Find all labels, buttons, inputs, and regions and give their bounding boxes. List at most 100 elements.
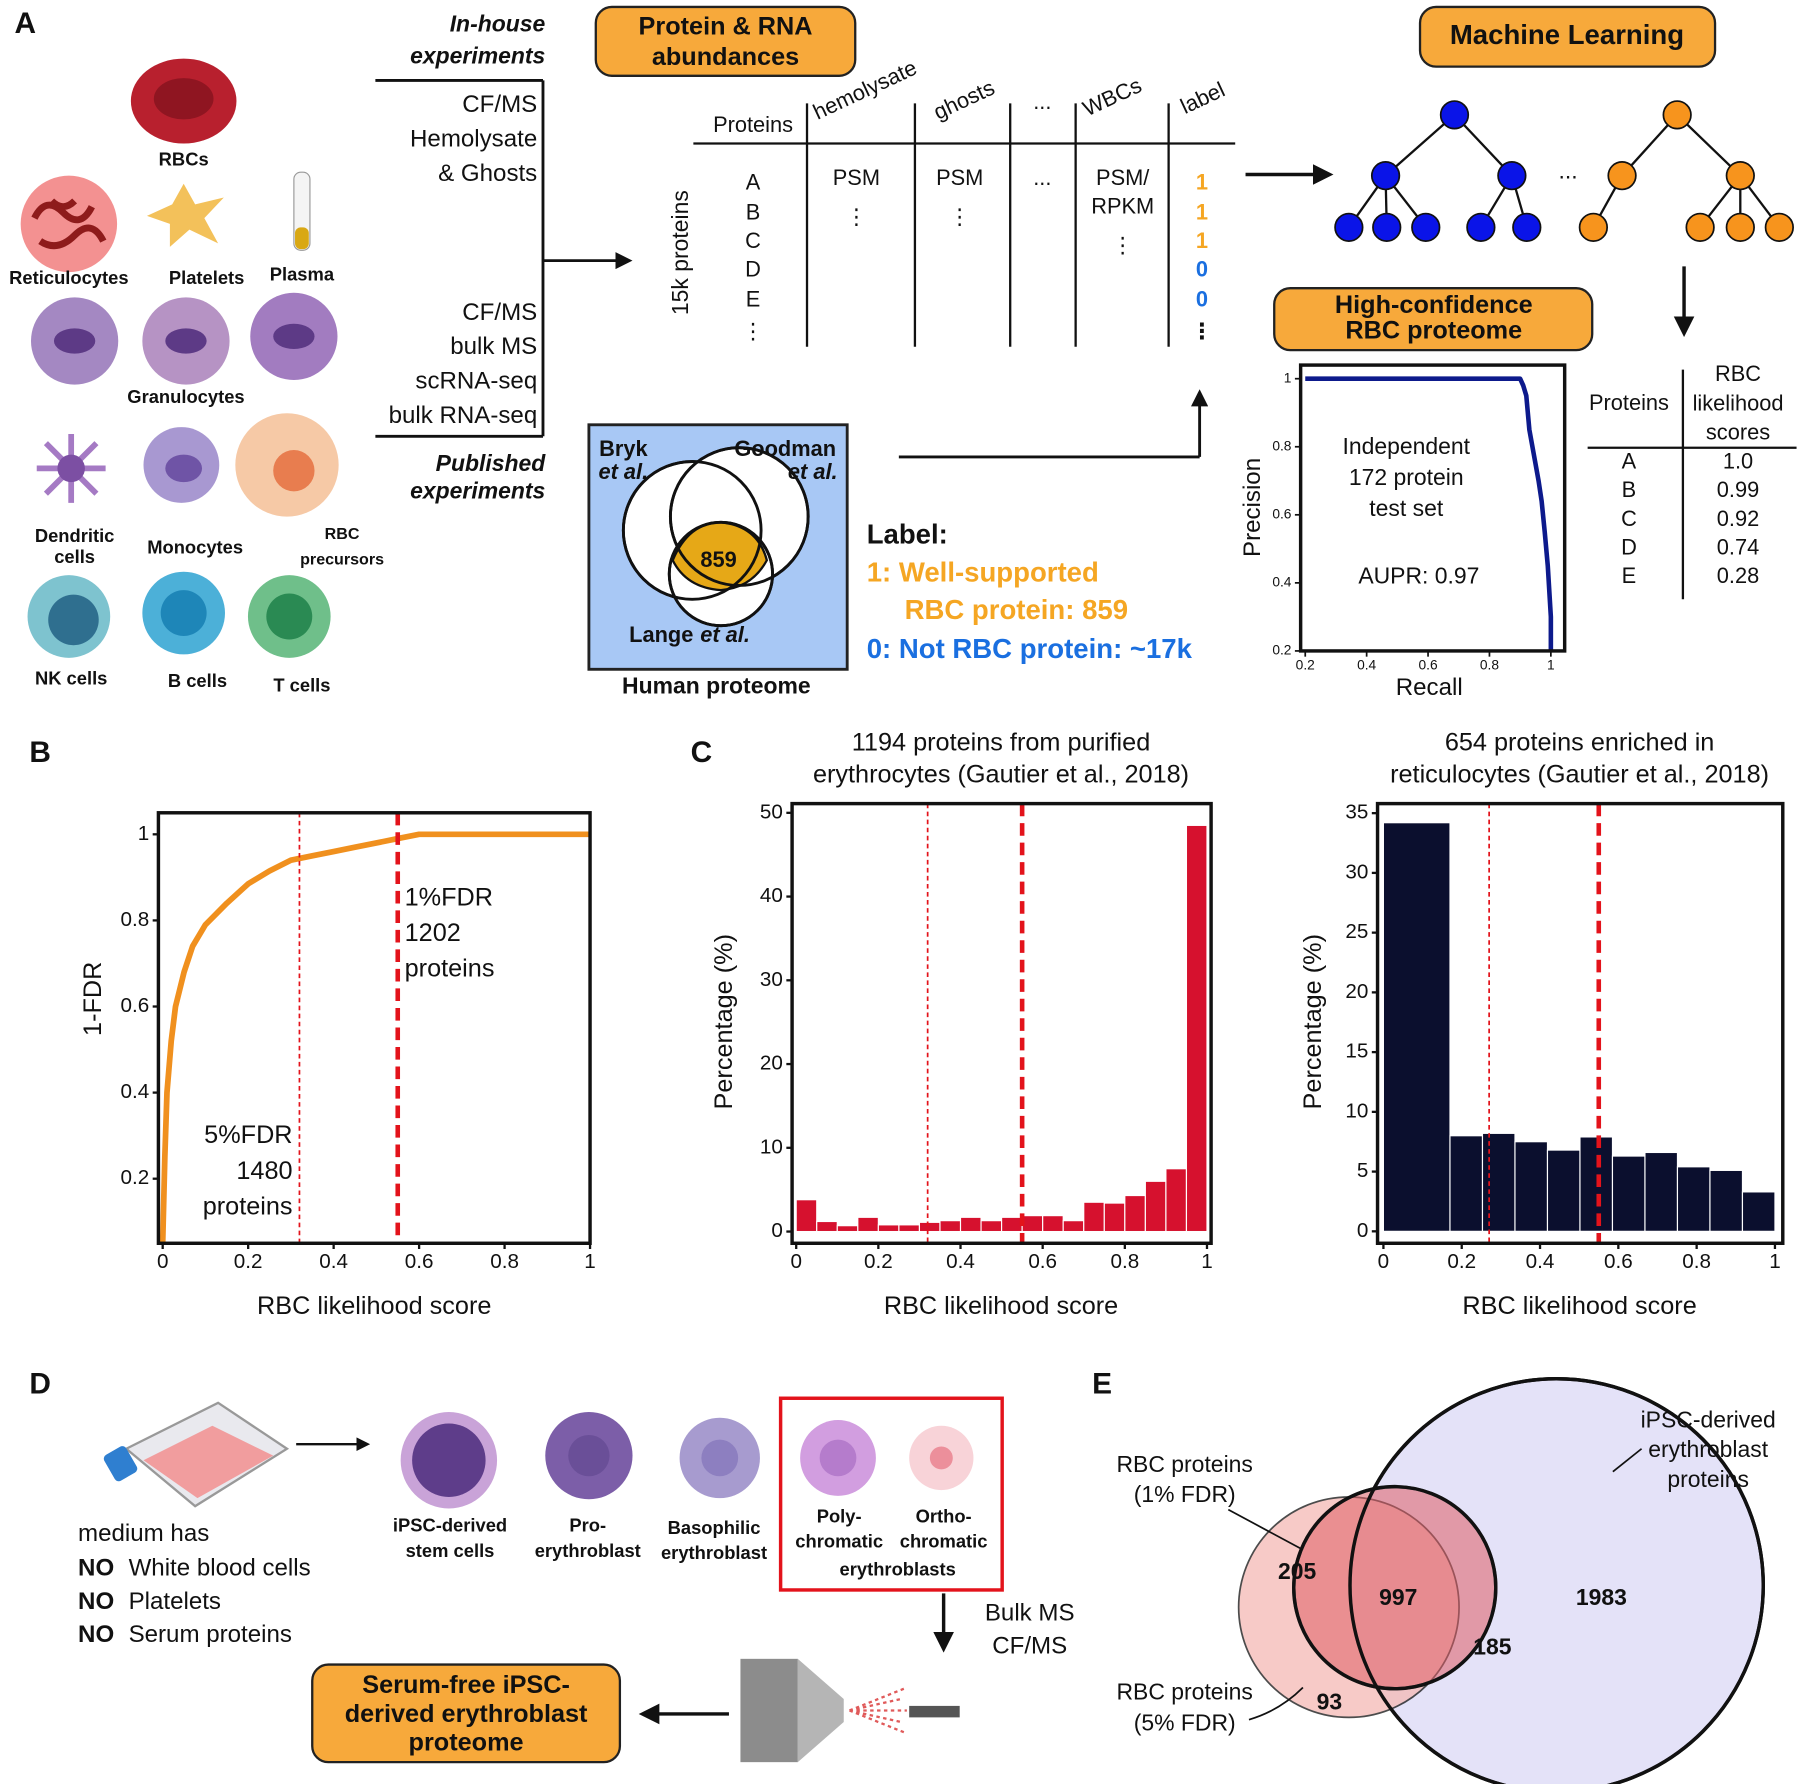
medium-text: NO: [78, 1621, 114, 1648]
set-label: RBC proteins: [1116, 1678, 1252, 1704]
tree-node: [1497, 161, 1527, 191]
legend-title: Label:: [867, 518, 948, 549]
x-tick-label: 0.6: [1604, 1250, 1633, 1273]
bar: [1644, 1151, 1679, 1232]
medium-text: Serum proteins: [129, 1621, 292, 1648]
set-label: iPSC-derived: [1641, 1406, 1776, 1432]
y-tick-label: 20: [760, 1052, 783, 1075]
table-cell: PSM: [936, 165, 983, 190]
medium-text: NO: [78, 1588, 114, 1615]
chart-title: 1194 proteins from purified: [852, 729, 1151, 757]
panel-label: D: [29, 1367, 51, 1400]
title-box: [1273, 287, 1594, 352]
flask-icon: [143, 1425, 274, 1499]
table-cell: 0.74: [1717, 535, 1759, 560]
venn-label: et al.: [788, 459, 838, 484]
x-tick-label: 0.6: [1028, 1250, 1057, 1273]
column-header: likelihood: [1693, 390, 1784, 415]
venn-count: 205: [1278, 1558, 1317, 1584]
x-tick-label: 0: [1378, 1250, 1390, 1273]
bar: [1185, 824, 1208, 1233]
x-tick-label: 0.6: [405, 1250, 434, 1273]
bar: [918, 1221, 941, 1233]
cell-icon: [31, 198, 107, 250]
group-label: experiments: [410, 478, 545, 504]
annotation: 1%FDR: [405, 884, 493, 912]
cell-icon: [273, 450, 315, 492]
method-label: CF/MS: [992, 1633, 1067, 1660]
row-label: C: [745, 228, 761, 253]
panel-label: A: [14, 7, 36, 40]
bar: [836, 1225, 859, 1233]
legend-entry: 0: Not RBC protein: ~17k: [867, 633, 1193, 664]
tree-node: [1764, 212, 1794, 242]
tree-node: [1662, 100, 1692, 130]
ellipsis: ...: [1559, 157, 1578, 183]
column-header: scores: [1706, 420, 1770, 445]
bar: [1676, 1166, 1711, 1232]
bar: [1382, 822, 1451, 1232]
column-header: RBC: [1715, 361, 1761, 386]
y-axis-label: Percentage (%): [710, 934, 738, 1109]
cell-icon: [819, 1439, 857, 1477]
bar: [1709, 1169, 1744, 1232]
x-tick-label: 0.2: [1447, 1250, 1476, 1273]
cell-icon: [412, 1423, 486, 1497]
y-tick-label: 30: [760, 968, 783, 991]
x-tick-label: 1: [584, 1250, 596, 1273]
cell-icon: [266, 593, 313, 640]
box-title: Protein & RNA: [639, 12, 813, 40]
y-tick-label: 0.2: [121, 1166, 150, 1189]
box-title: Machine Learning: [1450, 19, 1684, 50]
label-cell: ⋮: [1191, 319, 1213, 344]
plot-frame: [156, 811, 592, 1245]
bar: [1062, 1220, 1085, 1233]
group-label: experiments: [410, 42, 545, 68]
cell-label: Granulocytes: [127, 386, 244, 407]
y-tick-label: 0.4: [1272, 575, 1291, 590]
x-tick-label: 1: [1769, 1250, 1781, 1273]
stage-label: erythroblasts: [840, 1558, 956, 1579]
venn-count: 1983: [1576, 1584, 1627, 1610]
tree-node: [1466, 212, 1496, 242]
cell-icon: [929, 1446, 953, 1470]
box-title: derived erythroblast: [345, 1700, 588, 1728]
bar: [1449, 1135, 1484, 1232]
leader-line: [1227, 1508, 1304, 1551]
bar: [898, 1224, 921, 1233]
tree-node: [1334, 212, 1364, 242]
annotation: 1480: [236, 1157, 292, 1185]
panel-label: C: [691, 736, 713, 769]
venn-outline: [1348, 1377, 1765, 1784]
set-label: (1% FDR): [1134, 1481, 1236, 1507]
cell-label: Dendritic: [35, 525, 115, 546]
cell-label: RBC: [325, 525, 360, 543]
bar: [1103, 1202, 1126, 1233]
venn-label: et al.: [599, 459, 649, 484]
table-cell: 1.0: [1723, 448, 1753, 473]
cell-label: Platelets: [169, 267, 245, 288]
data-line: [1305, 376, 1554, 651]
table-cell: 0.28: [1717, 563, 1759, 588]
venn-outline: [1292, 1484, 1498, 1691]
bar: [1021, 1215, 1044, 1233]
bar: [1144, 1180, 1167, 1233]
annotation: AUPR: 0.97: [1358, 563, 1479, 589]
stage-label: chromatic: [795, 1531, 883, 1552]
legend-entry: 1: Well-supported: [867, 556, 1099, 587]
source-item: Hemolysate: [410, 125, 537, 152]
bar: [939, 1220, 962, 1233]
bar: [877, 1224, 900, 1233]
tree-node: [1725, 212, 1755, 242]
row-axis-label: 15k proteins: [667, 190, 693, 315]
tree-node: [1725, 161, 1755, 191]
set-label: erythroblast: [1648, 1436, 1768, 1462]
y-tick-label: 25: [1345, 920, 1368, 943]
tree-edge: [1384, 113, 1456, 177]
bar: [1001, 1216, 1023, 1233]
label-cell: 1: [1196, 169, 1208, 194]
venn-outline: [621, 460, 763, 601]
highlight-box: [778, 1396, 1004, 1592]
tree-node: [1685, 212, 1715, 242]
annotation: 5%FDR: [204, 1121, 292, 1149]
